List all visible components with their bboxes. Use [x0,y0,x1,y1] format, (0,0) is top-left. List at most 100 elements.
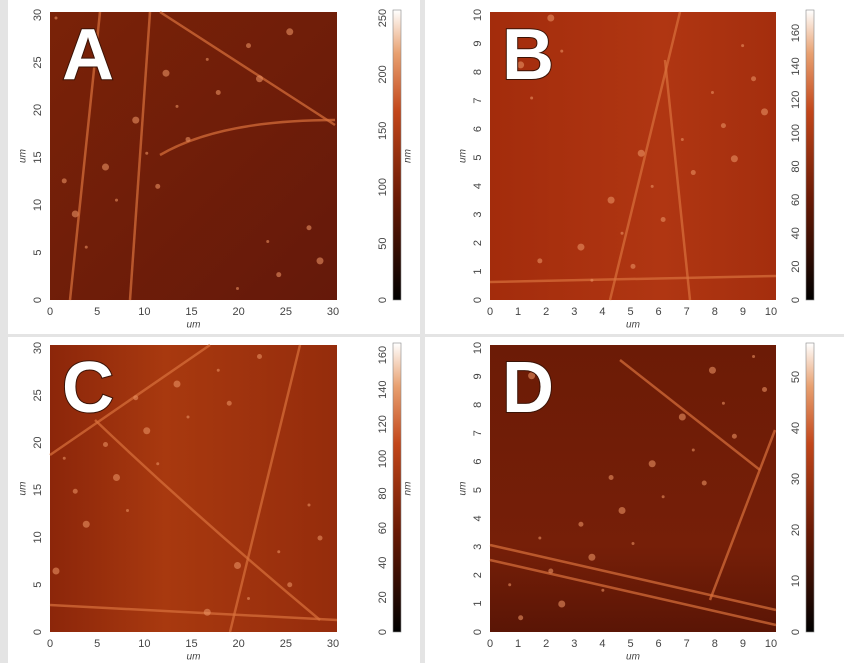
x-tick-label: 4 [599,306,605,318]
surface-particle [216,90,221,95]
x-tick-label: 8 [712,638,718,650]
x-tick-label: 20 [233,306,245,318]
surface-particle [518,615,523,620]
x-axis-label: um [187,320,201,331]
surface-particle [126,509,129,512]
y-tick-label: 6 [472,126,484,132]
y-tick-label: 5 [472,154,484,160]
y-tick-label: 10 [32,531,44,543]
y-tick-label: 3 [472,211,484,217]
x-tick-label: 1 [515,306,521,318]
surface-particle [187,416,190,419]
surface-particle [638,150,645,157]
surface-particle [286,28,293,35]
surface-particle [558,601,565,608]
x-axis-label: um [626,320,640,331]
y-tick-label: 9 [472,373,484,379]
surface-particle [113,474,120,481]
surface-particle [103,442,108,447]
x-tick-label: 10 [138,638,150,650]
x-tick-label: 0 [487,306,493,318]
surface-particle [601,589,604,592]
surface-particle [257,354,262,359]
x-tick-label: 0 [47,638,53,650]
y-tick-label: 2 [472,572,484,578]
y-tick-label: 4 [472,183,484,189]
surface-particle [649,460,656,467]
colorbar-tick-label: 80 [377,487,389,499]
surface-particle [577,244,584,251]
panel-letter: D [502,348,554,428]
surface-particle [560,50,563,53]
x-tick-label: 1 [515,638,521,650]
surface-particle [619,507,626,514]
page: {"panels": [ {"label": "A", "x_label": "… [0,0,844,663]
surface-particle [548,569,553,574]
y-tick-label: 15 [32,151,44,163]
surface-particle [731,155,738,162]
x-tick-label: 10 [765,306,777,318]
y-tick-label: 0 [32,297,44,303]
surface-particle [631,264,636,269]
surface-particle [661,217,666,222]
surface-particle [761,108,768,115]
surface-particle [317,257,324,264]
y-tick-label: 25 [32,389,44,401]
surface-particle [53,568,60,575]
surface-particle [691,170,696,175]
surface-particle [751,76,756,81]
surface-particle [72,210,79,217]
colorbar-tick-label: 50 [790,371,802,383]
colorbar-tick-label: 20 [790,261,802,273]
colorbar-tick-label: 50 [377,237,389,249]
surface-particle [156,462,159,465]
surface-particle [732,434,737,439]
surface-particle [537,258,542,263]
x-tick-label: 5 [94,306,100,318]
y-tick-label: 20 [32,104,44,116]
surface-particle [679,414,686,421]
colorbar-tick-label: 10 [790,575,802,587]
surface-particle [246,43,251,48]
y-axis-label: um [18,149,29,163]
surface-particle [530,97,533,100]
colorbar-tick-label: 20 [377,591,389,603]
y-tick-label: 1 [472,601,484,607]
x-tick-label: 30 [327,638,339,650]
y-tick-label: 7 [472,430,484,436]
surface-particle [55,17,58,20]
surface-particle [143,427,150,434]
colorbar-tick-label: 120 [377,415,389,433]
surface-particle [538,537,541,540]
y-tick-label: 0 [472,629,484,635]
y-tick-label: 25 [32,56,44,68]
colorbar-tick-label: 0 [790,297,802,303]
panel-letter: B [502,15,554,95]
colorbar-tick-label: 100 [790,124,802,142]
surface-particle [227,401,232,406]
surface-particle [62,178,67,183]
surface-particle [721,123,726,128]
x-tick-label: 2 [543,638,549,650]
x-tick-label: 10 [765,638,777,650]
y-axis-label: um [18,482,29,496]
colorbar-tick-label: 100 [377,450,389,468]
surface-particle [85,246,88,249]
y-tick-label: 2 [472,240,484,246]
colorbar-tick-label: 0 [377,297,389,303]
colorbar-label: nm [403,149,414,163]
surface-particle [702,481,707,486]
y-tick-label: 10 [32,199,44,211]
colorbar-tick-label: 80 [790,160,802,172]
y-axis-label: um [458,482,469,496]
y-tick-label: 6 [472,459,484,465]
surface-particle [102,164,109,171]
colorbar-tick-label: 40 [790,227,802,239]
surface-particle [63,457,66,460]
y-tick-label: 10 [472,9,484,21]
x-axis-label: um [626,652,640,663]
x-tick-label: 2 [543,306,549,318]
surface-particle [287,582,292,587]
colorbar-tick-label: 40 [377,557,389,569]
x-tick-label: 5 [627,306,633,318]
